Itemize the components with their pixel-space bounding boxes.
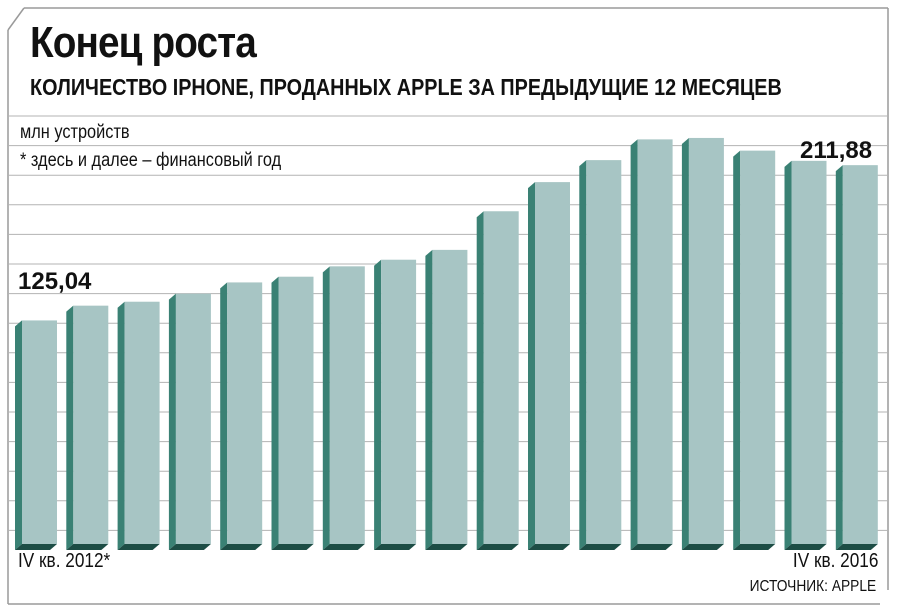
bar-front (586, 160, 622, 544)
bar-bottom (835, 544, 878, 550)
bar (15, 320, 57, 550)
bar-side (681, 137, 689, 551)
x-label-last: IV кв. 2016 (792, 550, 878, 572)
bar-front (73, 305, 109, 544)
bar-bottom (528, 544, 570, 550)
bar (374, 259, 417, 550)
bar-front (124, 301, 160, 544)
bar (425, 249, 468, 550)
bar-side (322, 266, 330, 550)
bar-bottom (220, 544, 263, 550)
bar-front (483, 211, 519, 544)
bar-bottom (476, 544, 519, 550)
first-value-label: 125,04 (18, 268, 92, 295)
bar-bottom (425, 544, 468, 550)
bar-bottom (733, 544, 776, 550)
x-label-first: IV кв. 2012* (18, 550, 111, 572)
bar (271, 276, 314, 550)
bar (66, 305, 109, 550)
bar-side (528, 182, 535, 550)
bar (630, 139, 673, 550)
bar-side (66, 305, 74, 550)
bar-front (278, 276, 314, 544)
bar-side (271, 276, 279, 550)
bar-front (535, 182, 570, 544)
source-note: ИСТОЧНИК: APPLE (749, 578, 876, 595)
bar-bottom (630, 544, 673, 550)
bar-front (637, 139, 673, 544)
bar (579, 160, 622, 550)
last-value-label: 211,88 (800, 137, 873, 164)
bar-bottom (374, 544, 417, 550)
bar-bottom (784, 544, 827, 550)
bar-side (168, 293, 176, 550)
bar-side (476, 211, 484, 550)
bar (476, 211, 519, 550)
bar-side (374, 259, 382, 550)
bar-side (15, 320, 22, 550)
bar-front (22, 320, 57, 544)
bar-bottom (271, 544, 314, 550)
bar-front (329, 266, 365, 544)
bar (528, 182, 570, 550)
bar-side (630, 139, 638, 550)
bar-bottom (15, 544, 57, 550)
bar-side (784, 160, 792, 550)
bar (220, 282, 263, 550)
bar-side (835, 165, 843, 550)
bar-front (227, 282, 263, 544)
bar (322, 266, 365, 550)
bar-bottom (117, 544, 160, 550)
bar-front (688, 137, 724, 545)
chart-title: Конец роста (30, 18, 257, 67)
bar-side (117, 301, 125, 550)
bar (784, 160, 827, 550)
bar (681, 137, 724, 551)
bar-bottom (322, 544, 365, 550)
bar (733, 150, 776, 550)
bars (15, 137, 878, 551)
bar-side (733, 150, 741, 550)
bar-side (579, 160, 587, 550)
bar-bottom (579, 544, 622, 550)
bar-bottom (168, 544, 211, 550)
bar-front (175, 293, 211, 544)
bar (117, 301, 160, 550)
bar-front (791, 160, 827, 544)
fiscal-year-note: * здесь и далее – финансовый год (20, 150, 282, 171)
bar-bottom (66, 544, 109, 550)
bar-front (740, 150, 776, 544)
bar-front (842, 165, 878, 544)
bar-side (220, 282, 228, 550)
frame-line (7, 7, 25, 31)
chart-subtitle: КОЛИЧЕСТВО IPHONE, ПРОДАННЫХ APPLE ЗА ПР… (30, 74, 782, 100)
bar-front (381, 259, 417, 544)
bar (835, 165, 878, 550)
bar (168, 293, 211, 550)
bar-bottom (681, 544, 724, 550)
bar-side (425, 249, 433, 550)
bar-front (432, 249, 468, 544)
unit-note: млн устройств (20, 122, 130, 143)
